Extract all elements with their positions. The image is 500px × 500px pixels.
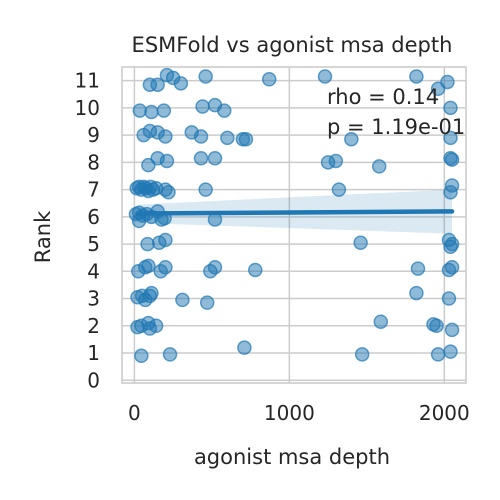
chart-title: ESMFold vs agonist msa depth: [132, 33, 453, 57]
data-point: [444, 178, 460, 193]
x-tick-label: 0: [128, 401, 141, 425]
data-point: [443, 130, 458, 146]
data-point: [134, 348, 149, 364]
data-point: [373, 314, 389, 329]
data-point: [353, 235, 368, 250]
x-tick-labels: 0 1000 2000: [128, 401, 470, 425]
y-tick-label: 4: [87, 259, 100, 283]
y-tick-label: 11: [75, 69, 100, 93]
data-point: [158, 129, 173, 144]
data-point: [198, 69, 213, 84]
data-point: [141, 258, 156, 274]
data-point: [199, 295, 215, 310]
y-tick-label: 0: [87, 368, 100, 392]
data-point: [430, 81, 446, 97]
scatter-points: [128, 67, 460, 364]
data-point: [207, 259, 223, 275]
rho-annotation: rho = 0.14: [327, 85, 439, 109]
y-tick-labels: 0 1 2 3 4 5 6 7 8 9 10 11: [75, 69, 100, 393]
data-point: [144, 104, 159, 120]
data-point: [317, 69, 333, 84]
data-point: [237, 340, 252, 355]
data-point: [410, 261, 426, 276]
y-tick-label: 9: [87, 123, 100, 147]
data-point: [444, 236, 460, 252]
y-tick-label: 5: [87, 232, 100, 256]
data-point: [217, 103, 232, 118]
plot-frame: [121, 66, 467, 384]
y-tick-label: 3: [87, 287, 100, 311]
data-point: [193, 129, 209, 144]
data-point: [443, 344, 458, 359]
y-tick-label: 2: [87, 314, 100, 338]
data-point: [150, 77, 165, 92]
data-point: [161, 185, 176, 200]
y-tick-label: 8: [87, 150, 100, 174]
data-point: [444, 322, 460, 338]
data-point: [443, 100, 458, 116]
data-point: [162, 347, 178, 362]
data-point: [198, 182, 213, 197]
data-point: [159, 153, 175, 169]
data-point: [220, 130, 235, 146]
y-axis-label: Rank: [31, 210, 55, 263]
y-tick-label: 7: [87, 178, 100, 202]
data-point: [173, 76, 189, 91]
data-point: [409, 69, 424, 84]
y-tick-label: 6: [87, 205, 100, 229]
data-point: [331, 182, 347, 197]
data-point: [444, 152, 460, 167]
data-point: [158, 232, 173, 248]
p-value-annotation: p = 1.19e-01: [327, 115, 465, 139]
data-point: [371, 159, 387, 174]
regression-line: [135, 209, 455, 216]
x-tick-label: 2000: [419, 401, 470, 425]
data-point: [131, 213, 147, 229]
data-point: [207, 151, 223, 166]
data-point: [195, 99, 210, 114]
data-point: [429, 318, 444, 334]
data-point: [328, 153, 344, 169]
y-tick-label: 1: [87, 341, 100, 365]
y-tick-label: 10: [75, 96, 100, 120]
data-point: [441, 291, 457, 306]
data-point: [156, 103, 172, 118]
data-point: [354, 347, 370, 362]
x-axis-label: agonist msa depth: [194, 445, 390, 469]
data-point: [175, 292, 190, 308]
data-point: [430, 347, 446, 362]
x-tick-label: 1000: [264, 401, 315, 425]
data-point: [158, 259, 173, 275]
data-point: [248, 262, 263, 278]
data-point: [193, 151, 209, 166]
data-point: [261, 72, 277, 87]
data-point: [148, 318, 164, 334]
data-point: [344, 131, 359, 147]
data-point: [144, 285, 159, 301]
grid: [122, 67, 466, 383]
data-point: [238, 131, 254, 147]
data-point: [444, 259, 460, 275]
data-point: [409, 285, 424, 301]
